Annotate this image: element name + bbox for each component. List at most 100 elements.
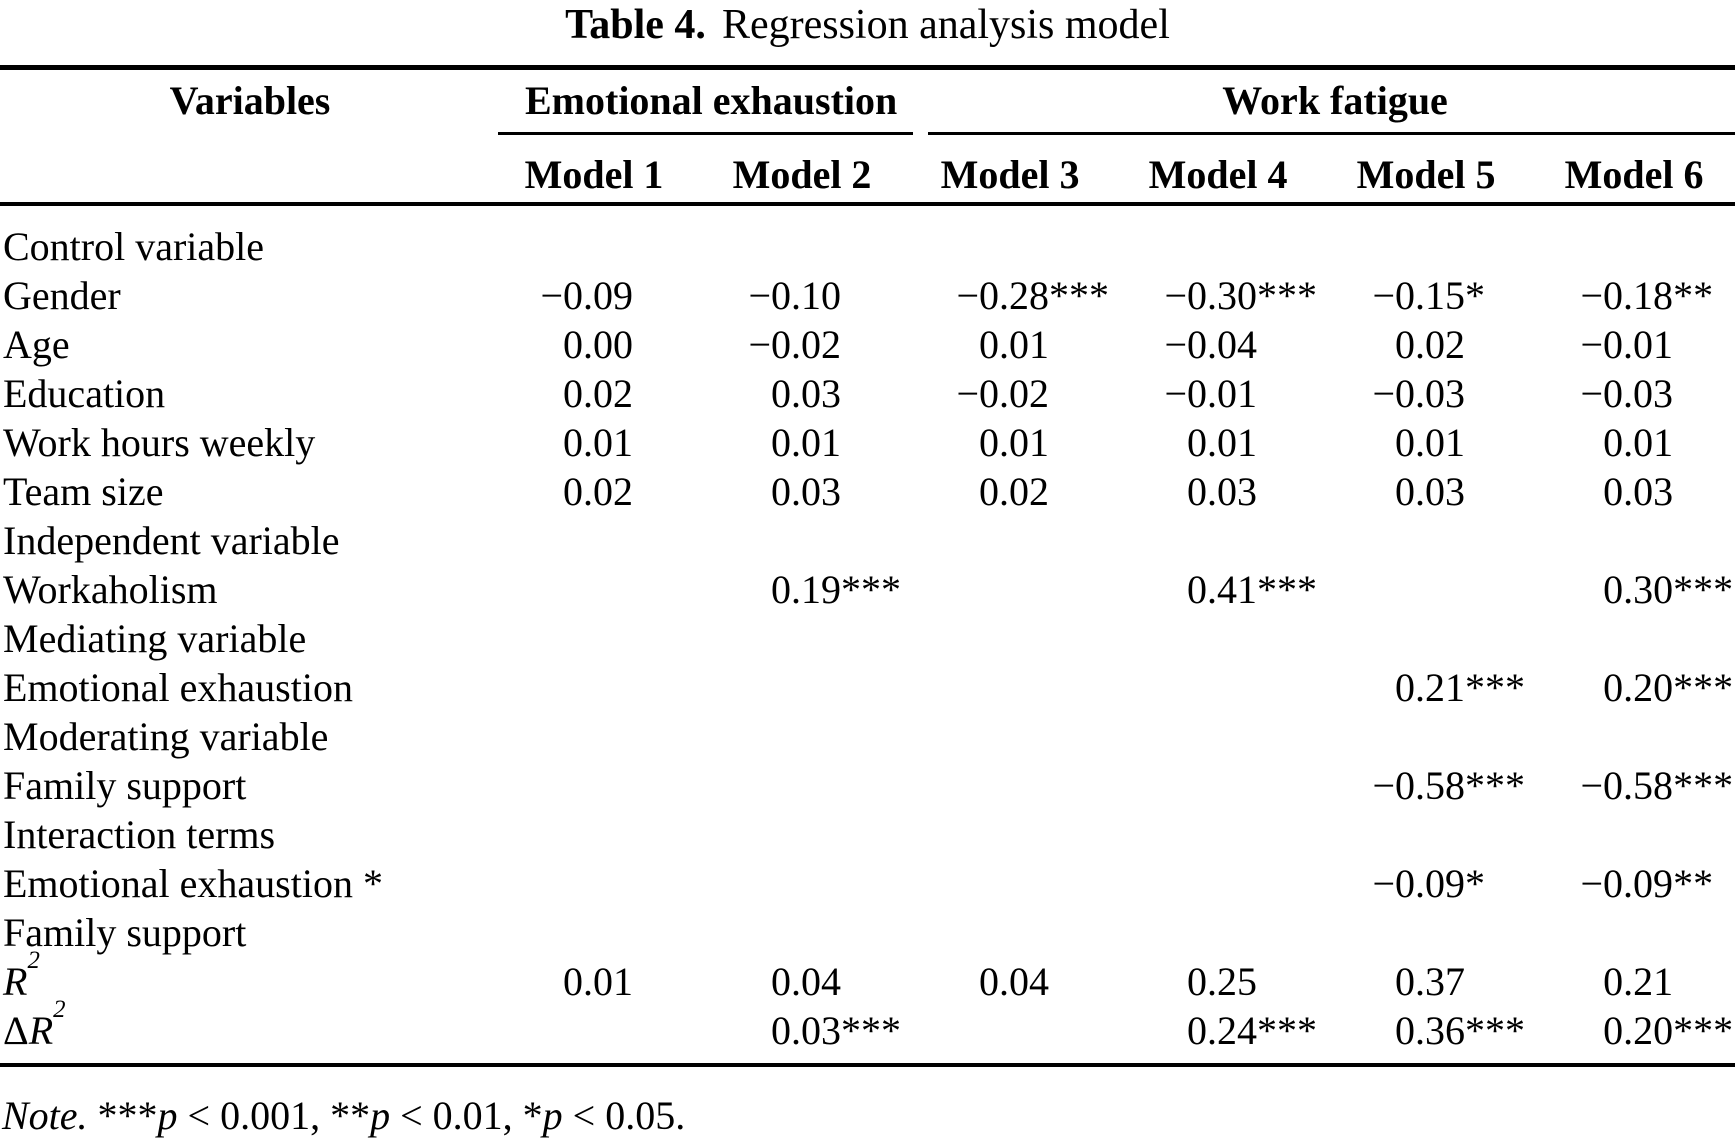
column-header-model-2: Model 2 bbox=[732, 152, 872, 197]
value-cell: −0.10 bbox=[748, 273, 842, 318]
table-row: Team size 0.02 0.03 0.02 0.03 0.03 0.03 bbox=[0, 467, 1735, 516]
value-cell bbox=[470, 859, 678, 908]
value-cell bbox=[1302, 614, 1510, 663]
spacer-cell bbox=[1718, 132, 1735, 202]
value-cell bbox=[470, 516, 678, 565]
table-row: Emotional exhaustion 0.21 *** 0.20 *** bbox=[0, 663, 1735, 712]
value-cell bbox=[886, 614, 1094, 663]
value-cell: 0.01 bbox=[1603, 420, 1674, 465]
value-cell: 0.03 bbox=[1603, 469, 1674, 514]
value-cell: 0.20 *** bbox=[1603, 665, 1734, 710]
value-cell bbox=[678, 712, 886, 761]
value-cell bbox=[886, 859, 1094, 908]
value-cell: 0.01 bbox=[563, 420, 633, 465]
note-segment: p bbox=[542, 1093, 563, 1138]
emotional-exhaustion-spanner-rule bbox=[498, 132, 913, 135]
value-cell bbox=[1094, 859, 1302, 908]
value-cell: 0.04 bbox=[771, 959, 842, 1004]
value-cell bbox=[1094, 908, 1302, 957]
value-cell bbox=[1094, 516, 1302, 565]
value-cell bbox=[886, 712, 1094, 761]
row-label: Interaction terms bbox=[3, 812, 276, 857]
value-cell: −0.02 bbox=[748, 322, 842, 367]
column-header-model-4: Model 4 bbox=[1148, 152, 1288, 197]
value-cell bbox=[1094, 202, 1302, 271]
table-row: Mediating variable bbox=[0, 614, 1735, 663]
spacer-cell bbox=[1718, 271, 1735, 320]
value-cell: 0.00 bbox=[563, 322, 633, 367]
value-cell bbox=[886, 516, 1094, 565]
value-cell: −0.30 *** bbox=[1164, 273, 1318, 318]
value-cell: 0.03 bbox=[771, 469, 842, 514]
value-cell bbox=[1302, 712, 1510, 761]
value-cell: −0.03 bbox=[1372, 371, 1466, 416]
table-bottom-rule bbox=[0, 1063, 1735, 1067]
value-cell: 0.03 bbox=[771, 371, 842, 416]
table-row: Control variable bbox=[0, 202, 1735, 271]
column-header-model-6: Model 6 bbox=[1564, 152, 1704, 197]
value-cell: −0.02 bbox=[956, 371, 1050, 416]
row-label: ΔR2 bbox=[3, 995, 66, 1053]
value-cell: 0.03 *** bbox=[771, 1008, 902, 1053]
row-label: Emotional exhaustion bbox=[3, 665, 353, 710]
value-cell bbox=[886, 908, 1094, 957]
spacer-cell bbox=[1718, 908, 1735, 957]
value-cell bbox=[470, 663, 678, 712]
table-row: Work hours weekly 0.01 0.01 0.01 0.01 0.01 0.0… bbox=[0, 418, 1735, 467]
value-cell: 0.02 bbox=[563, 371, 633, 416]
value-cell bbox=[1510, 712, 1718, 761]
table-row: Interaction terms bbox=[0, 810, 1735, 859]
value-cell: 0.20 *** bbox=[1603, 1008, 1734, 1053]
value-cell: 0.04 bbox=[979, 959, 1050, 1004]
value-cell bbox=[470, 810, 678, 859]
top-rule bbox=[0, 65, 1735, 70]
row-label: Workaholism bbox=[3, 567, 218, 612]
value-cell: 0.01 bbox=[979, 322, 1050, 367]
row-label: Age bbox=[3, 322, 70, 367]
value-cell: 0.41 *** bbox=[1187, 567, 1318, 612]
table-row: Education 0.02 0.03 −0.02 −0.01 −0.03 −0.03 bbox=[0, 369, 1735, 418]
value-cell: −0.09 * bbox=[1372, 861, 1486, 906]
value-cell: −0.03 bbox=[1580, 371, 1674, 416]
note-segment: ** bbox=[330, 1093, 371, 1138]
spacer-cell bbox=[1718, 957, 1735, 1006]
spacer-cell bbox=[1718, 859, 1735, 908]
spacer-cell bbox=[1718, 467, 1735, 516]
row-label: Control variable bbox=[3, 224, 265, 269]
value-cell: 0.24 *** bbox=[1187, 1008, 1318, 1053]
value-cell bbox=[470, 712, 678, 761]
spacer-cell bbox=[1718, 70, 1735, 132]
note-segment: < 0.01, bbox=[390, 1093, 523, 1138]
value-cell bbox=[678, 516, 886, 565]
value-cell: 0.03 bbox=[1187, 469, 1258, 514]
row-label: Team size bbox=[3, 469, 164, 514]
value-cell: −0.28 *** bbox=[956, 273, 1110, 318]
value-cell bbox=[886, 565, 1094, 614]
value-cell: −0.04 bbox=[1164, 322, 1258, 367]
spacer-cell bbox=[1718, 418, 1735, 467]
table-row: Family support bbox=[0, 908, 1735, 957]
value-cell bbox=[1094, 761, 1302, 810]
group-header-work-fatigue: Work fatigue bbox=[1222, 78, 1448, 123]
value-cell: 0.21 *** bbox=[1395, 665, 1526, 710]
spacer-cell bbox=[1718, 712, 1735, 761]
value-cell: −0.09 ** bbox=[1580, 861, 1714, 906]
spacer-cell bbox=[1718, 516, 1735, 565]
value-cell bbox=[886, 202, 1094, 271]
value-cell bbox=[678, 908, 886, 957]
value-cell: 0.01 bbox=[979, 420, 1050, 465]
value-cell bbox=[1302, 565, 1510, 614]
value-cell bbox=[678, 810, 886, 859]
value-cell: 0.01 bbox=[1395, 420, 1466, 465]
value-cell bbox=[886, 761, 1094, 810]
group-header-emotional-exhaustion: Emotional exhaustion bbox=[525, 78, 898, 123]
value-cell bbox=[678, 859, 886, 908]
value-cell bbox=[1302, 516, 1510, 565]
spacer-cell bbox=[1718, 614, 1735, 663]
table-row: Moderating variable bbox=[0, 712, 1735, 761]
value-cell bbox=[470, 565, 678, 614]
column-header-model-1: Model 1 bbox=[524, 152, 664, 197]
row-label: Emotional exhaustion * bbox=[3, 861, 383, 906]
column-header-model-3: Model 3 bbox=[940, 152, 1080, 197]
value-cell: 0.30 *** bbox=[1603, 567, 1734, 612]
